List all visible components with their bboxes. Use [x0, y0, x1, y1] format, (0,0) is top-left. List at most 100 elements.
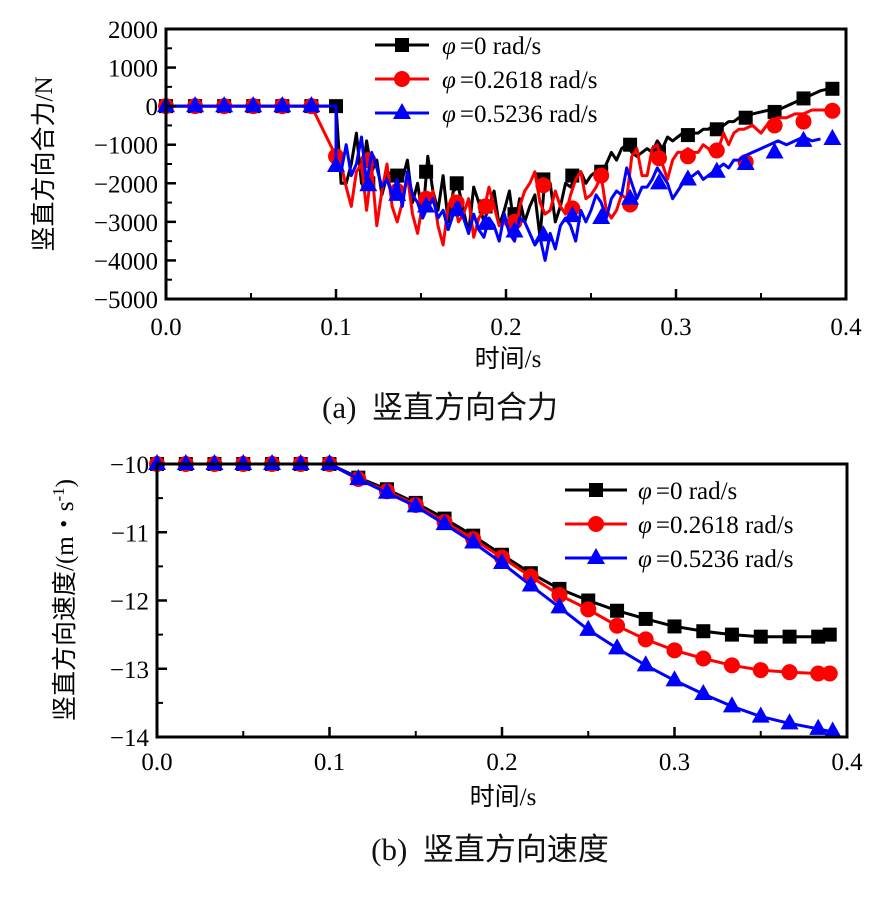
legend-label-value: =0.2618 rad/s — [656, 512, 794, 539]
data-point-marker — [781, 664, 798, 681]
chart-b-caption: (b) 竖直方向速度 — [371, 832, 609, 867]
legend-item: φ =0.2618 rad/s — [375, 67, 598, 94]
chart-b-x-ticks: 0.0 0.1 0.2 0.3 0.4 — [141, 727, 863, 776]
legend-marker — [393, 102, 411, 120]
x-tick-label: 0.1 — [314, 749, 345, 776]
legend-label-phi: φ — [638, 546, 652, 573]
series-line — [166, 104, 821, 262]
data-point-marker — [302, 96, 321, 113]
y-tick-label: −12 — [110, 589, 149, 616]
data-point-marker — [810, 665, 827, 682]
data-point-marker — [349, 468, 368, 486]
y-tick-label: −14 — [110, 725, 150, 752]
data-point-marker — [477, 198, 494, 215]
data-point-marker — [534, 225, 553, 242]
data-point-marker — [695, 650, 712, 667]
legend-label-value: =0.2618 rad/s — [460, 67, 598, 94]
data-point-marker — [215, 96, 234, 113]
data-point-marker — [782, 629, 797, 644]
y-tick-label: 0 — [146, 94, 159, 121]
data-point-marker — [476, 213, 495, 230]
data-point-marker — [320, 453, 339, 471]
data-point-marker — [580, 601, 597, 618]
data-point-marker — [186, 96, 205, 113]
y-tick-label: −2000 — [94, 171, 158, 198]
data-point-marker — [390, 168, 405, 183]
data-point-marker — [388, 184, 407, 201]
data-point-marker — [579, 619, 598, 636]
legend-label: φ =0.5236 rad/s — [442, 101, 598, 128]
data-point-marker — [449, 176, 464, 191]
legend-label-phi: φ — [442, 33, 456, 60]
chart-a-y-axis-title: 竖直方向合力/N — [30, 76, 58, 251]
data-point-marker — [679, 148, 696, 165]
data-point-marker — [708, 142, 725, 159]
data-point-marker — [244, 96, 263, 113]
y-tick-label: −3000 — [94, 210, 158, 237]
data-point-marker — [665, 670, 684, 687]
chart-a-x-ticks: 0.0 0.1 0.2 0.3 0.4 — [150, 289, 862, 341]
data-point-marker — [148, 453, 166, 471]
legend-label: φ =0 rad/s — [442, 33, 541, 60]
data-point-marker — [666, 642, 683, 659]
series-triangle — [157, 96, 842, 262]
data-point-marker — [621, 188, 640, 205]
data-point-marker — [417, 196, 436, 213]
chart-a-x-axis-title: 时间/s — [475, 345, 542, 373]
y-tick-label: −10 — [110, 452, 149, 479]
data-point-marker — [359, 175, 378, 192]
data-point-marker — [263, 453, 282, 471]
y-tick-label: 2000 — [108, 17, 158, 44]
data-point-marker — [823, 128, 842, 145]
data-point-marker — [796, 91, 811, 106]
data-point-marker — [447, 200, 466, 217]
data-point-marker — [825, 81, 840, 96]
data-point-marker — [638, 611, 653, 626]
legend-marker — [395, 38, 409, 52]
data-point-marker — [722, 696, 741, 713]
data-point-marker — [551, 587, 568, 604]
chart-b-y-axis-title: 竖直方向速度/(m・s-1) — [49, 479, 79, 721]
data-point-marker — [738, 110, 753, 125]
legend-label-phi: φ — [442, 67, 456, 94]
data-point-marker — [291, 453, 310, 471]
data-point-marker — [593, 167, 610, 184]
data-point-marker — [707, 161, 726, 178]
data-point-marker — [767, 104, 782, 119]
data-point-marker — [550, 597, 569, 614]
data-point-marker — [419, 164, 434, 179]
data-point-marker — [752, 662, 769, 679]
data-point-marker — [521, 575, 540, 592]
y-tick-label: 1000 — [108, 56, 158, 83]
chart-b-y-axis-title-superscript: -1 — [49, 487, 68, 501]
data-point-marker — [723, 657, 740, 674]
data-point-marker — [377, 482, 396, 499]
legend-marker — [589, 483, 603, 497]
data-point-marker — [609, 617, 626, 634]
x-tick-label: 0.1 — [320, 314, 351, 341]
data-point-marker — [822, 627, 837, 642]
data-point-marker — [493, 552, 511, 570]
data-point-marker — [667, 619, 682, 634]
data-point-marker — [464, 532, 483, 549]
x-tick-label: 0.3 — [659, 749, 690, 776]
chart-a-vertical-resultant-force: 0.0 0.1 0.2 0.3 0.4 2000 1000 0 −1000 −2000 −3000… — [30, 17, 862, 425]
legend-item: φ =0.5236 rad/s — [375, 101, 598, 128]
data-point-marker — [592, 207, 611, 225]
data-point-marker — [327, 155, 345, 172]
legend-label-value: =0 rad/s — [656, 478, 737, 505]
chart-a-series-layer — [157, 81, 842, 262]
y-tick-label: −4000 — [94, 248, 158, 275]
legend-label-value: =0 rad/s — [460, 33, 541, 60]
data-point-marker — [795, 113, 812, 130]
data-point-marker — [608, 638, 627, 655]
data-point-marker — [435, 514, 454, 531]
x-tick-label: 0.2 — [486, 749, 517, 776]
data-point-marker — [651, 150, 667, 167]
data-point-marker — [563, 206, 582, 223]
legend-marker — [394, 71, 410, 87]
legend-label-phi: φ — [638, 478, 652, 505]
data-point-marker — [678, 169, 697, 186]
chart-b-vertical-velocity: 0.0 0.1 0.2 0.3 0.4 −10 −11 −12 −13 −14 时间/s 竖直方… — [49, 452, 863, 867]
